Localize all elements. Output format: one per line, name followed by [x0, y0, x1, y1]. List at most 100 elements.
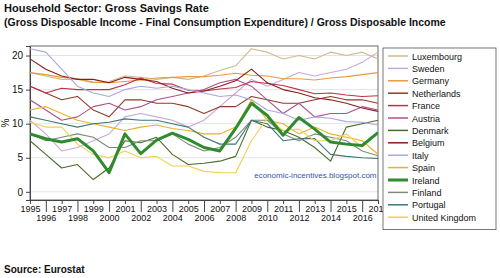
legend-swatch: [388, 105, 408, 107]
source: Source: Eurostat: [4, 264, 85, 275]
annotation: economic-incentives.blogspot.com: [254, 171, 377, 180]
legend-box: [383, 48, 496, 230]
series-line: [30, 73, 378, 83]
y-tick-label: 0: [17, 187, 23, 198]
series-line: [30, 103, 378, 173]
y-tick: 20: [12, 50, 30, 61]
legend-swatch: [388, 92, 408, 94]
legend-label: Sweden: [412, 64, 445, 74]
y-tick: 0: [17, 187, 30, 198]
legend-swatch: [388, 117, 408, 119]
x-tick: 2009: [242, 200, 262, 214]
y-tick-mark: [26, 124, 30, 125]
x-tick: 2007: [210, 200, 230, 214]
x-tick: 2015: [337, 200, 357, 214]
x-tick-mark: [46, 200, 47, 212]
legend-label: Spain: [412, 163, 435, 173]
legend-label: Belgium: [412, 138, 445, 148]
grid-line: [30, 191, 378, 192]
x-tick: 2013: [305, 200, 325, 214]
legend-swatch: [388, 192, 408, 194]
x-tick: 2003: [147, 200, 167, 214]
legend-swatch: [388, 55, 408, 57]
x-tick-mark: [141, 200, 142, 212]
y-tick: 5: [17, 152, 30, 163]
series-line: [30, 49, 378, 83]
x-tick: 2001: [115, 200, 135, 214]
title: Household Sector: Gross Savings Rate: [4, 2, 209, 14]
legend-label: Finland: [412, 188, 442, 198]
legend-label: Portugal: [412, 200, 446, 210]
series-line: [30, 49, 378, 125]
x-tick-label: 1998: [68, 213, 88, 223]
x-tick-label: 2002: [131, 213, 151, 223]
x-tick-label: 2012: [289, 213, 309, 223]
plot-frame: [30, 46, 378, 200]
x-axis: 1995199619971998199920002001200220032004…: [20, 200, 388, 223]
plot: 0 5 10 15 20 19951996199719981999200020012002…: [12, 46, 389, 223]
x-tick-mark: [362, 200, 363, 212]
subtitle: (Gross Disposable Income - Final Consump…: [4, 16, 446, 28]
x-tick-mark: [109, 200, 110, 212]
x-tick-label: 1996: [36, 213, 56, 223]
x-tick: 1997: [52, 200, 72, 214]
y-tick-label: 15: [12, 84, 24, 95]
grid-line: [30, 123, 378, 124]
legend-label: Denmark: [412, 126, 449, 136]
y-tick-mark: [26, 56, 30, 57]
x-tick-mark: [204, 200, 205, 212]
legend-swatch: [388, 154, 408, 156]
x-tick-label: 2016: [353, 213, 373, 223]
legend-swatch: [388, 216, 408, 218]
chart: Household Sector: Gross Savings Rate (Gro…: [0, 0, 500, 278]
y-axis-title: %: [0, 118, 11, 127]
y-axis: 0 5 10 15 20: [12, 47, 31, 201]
x-tick-mark: [236, 200, 237, 212]
series-line: [30, 79, 378, 120]
legend-label: Italy: [412, 151, 429, 161]
legend-label: United Kingdom: [412, 213, 476, 223]
y-tick: 10: [12, 118, 30, 129]
x-tick-mark: [267, 200, 268, 212]
x-tick-label: 2000: [100, 213, 120, 223]
legend-label: Luxembourg: [412, 52, 462, 62]
legend-swatch: [388, 179, 408, 182]
x-tick-label: 2014: [321, 213, 341, 223]
series-line: [30, 78, 378, 96]
legend-label: Ireland: [412, 176, 440, 186]
y-tick-mark: [26, 158, 30, 159]
lines: [30, 49, 378, 180]
y-tick: 15: [12, 84, 30, 95]
y-tick-label: 10: [12, 118, 24, 129]
x-tick-mark: [77, 200, 78, 212]
legend-swatch: [388, 68, 408, 70]
legend-swatch: [388, 80, 408, 82]
legend-label: Germany: [412, 76, 450, 86]
x-tick: 1999: [84, 200, 104, 214]
x-tick: 2005: [179, 200, 199, 214]
y-tick-mark: [26, 192, 30, 193]
x-tick: 2011: [274, 200, 293, 214]
y-tick-mark: [26, 90, 30, 91]
x-tick-label: 2006: [194, 213, 214, 223]
x-tick-label: 2004: [163, 213, 183, 223]
legend: Luxembourg Sweden Germany Netherlands France…: [383, 48, 496, 230]
y-axis-line: [26, 47, 31, 201]
legend-label: Austria: [412, 114, 440, 124]
y-tick-label: 20: [12, 50, 24, 61]
legend-label: Netherlands: [412, 89, 461, 99]
legend-swatch: [388, 204, 408, 206]
grid-line: [30, 55, 378, 56]
x-tick-mark: [299, 200, 300, 212]
legend-swatch: [388, 142, 408, 144]
x-tick-mark: [172, 200, 173, 212]
x-tick: 1995: [20, 200, 40, 214]
series-line: [30, 59, 378, 111]
legend-label: France: [412, 101, 440, 111]
x-tick-mark: [331, 200, 332, 212]
legend-swatch: [388, 130, 408, 132]
y-tick-label: 5: [17, 152, 23, 163]
legend-swatch: [388, 167, 408, 169]
x-tick-label: 2008: [226, 213, 246, 223]
x-tick-label: 2010: [258, 213, 278, 223]
